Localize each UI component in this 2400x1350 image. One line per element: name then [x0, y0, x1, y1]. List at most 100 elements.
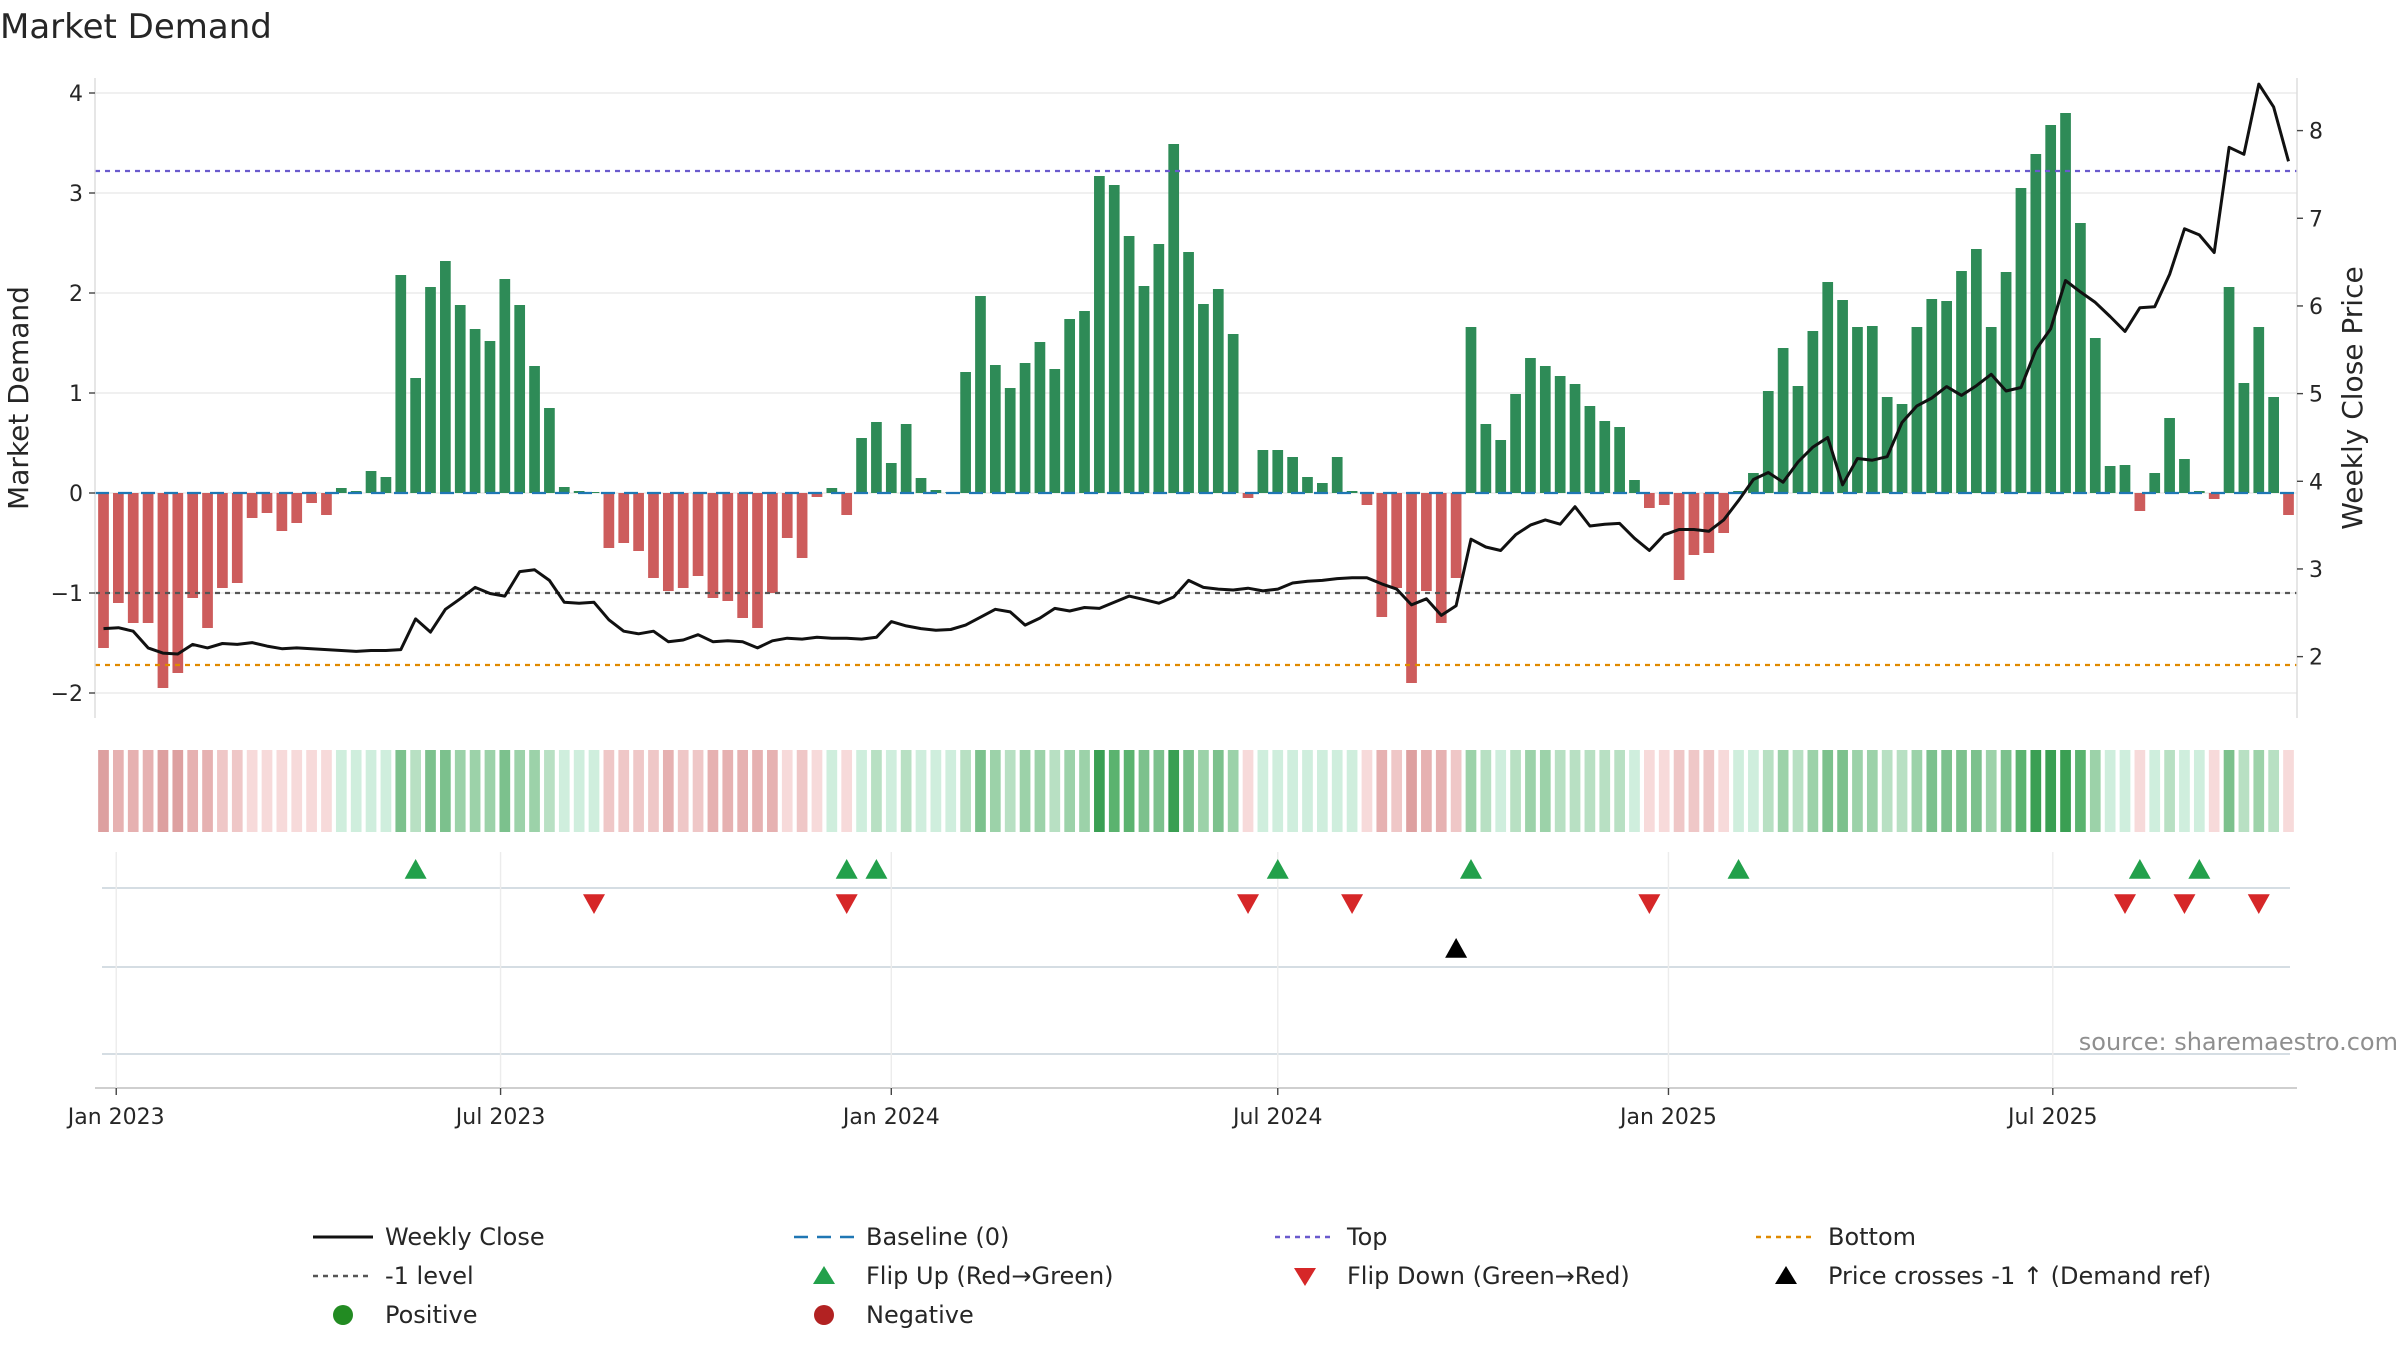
heat-cell — [1421, 750, 1432, 832]
y-tick-label: 0 — [69, 482, 83, 507]
heat-cell — [677, 750, 689, 832]
demand-bar — [1094, 176, 1105, 493]
demand-bar — [915, 478, 927, 493]
flip-up-marker — [1459, 859, 1482, 879]
demand-bar — [113, 493, 124, 603]
chart-title: Market Demand — [0, 7, 272, 47]
demand-bar — [425, 287, 436, 493]
heat-cell — [1837, 750, 1848, 832]
heat-cell — [1525, 750, 1536, 832]
heat-cell — [2208, 750, 2220, 832]
heat-cell — [1569, 750, 1581, 832]
heat-cell — [1302, 750, 1313, 832]
heat-cell — [707, 750, 719, 832]
heat-cell — [454, 750, 466, 832]
heat-cell — [2134, 750, 2146, 832]
y-tick-label: −2 — [51, 682, 83, 707]
demand-bar — [648, 493, 659, 578]
demand-bar — [187, 493, 199, 598]
demand-bar — [291, 493, 303, 523]
demand-bar — [1450, 493, 1462, 578]
y-tick-label: 1 — [69, 382, 83, 407]
demand-bar — [1956, 271, 1967, 493]
heat-cell — [1316, 750, 1328, 832]
demand-bar — [1406, 493, 1417, 683]
heat-cell — [1777, 750, 1789, 832]
demand-bar — [2223, 287, 2235, 493]
axes: −2 −1 0 1 2 3 4 2 3 4 5 6 7 8 Market Demand Weekly Clos… — [2, 78, 2369, 718]
demand-bar — [1391, 493, 1403, 588]
demand-bar — [217, 493, 228, 588]
flip-up-marker — [1266, 859, 1289, 879]
heat-cell — [395, 750, 407, 832]
legend-label: -1 level — [385, 1262, 474, 1290]
y2-tick-label: 4 — [2309, 470, 2323, 495]
heat-cell — [1331, 750, 1343, 832]
demand-bar — [1569, 384, 1581, 493]
heat-cell — [410, 750, 421, 832]
heat-cell — [291, 750, 303, 832]
heat-cell — [633, 750, 644, 832]
heat-cell — [1866, 750, 1878, 832]
demand-bar — [1792, 386, 1804, 493]
heat-cell — [975, 750, 986, 832]
heat-cell — [737, 750, 748, 832]
demand-bar — [826, 488, 838, 493]
demand-bar — [737, 493, 748, 618]
heat-cell — [1346, 750, 1358, 832]
heat-cell — [1554, 750, 1566, 832]
y2-tick-label: 5 — [2309, 383, 2323, 408]
heat-cell — [306, 750, 317, 832]
heat-cell — [1926, 750, 1938, 832]
legend-label: Weekly Close — [385, 1223, 545, 1251]
demand-bar — [1614, 427, 1625, 493]
heat-cell — [2104, 750, 2116, 832]
heat-cell — [276, 750, 288, 832]
y-tick-label: 4 — [69, 82, 83, 107]
demand-bar — [1346, 491, 1358, 493]
demand-bar — [558, 487, 570, 493]
heat-cell — [2283, 750, 2294, 832]
flip-down-marker — [2173, 894, 2196, 914]
heat-cell — [1762, 750, 1774, 832]
demand-bar — [662, 493, 674, 591]
demand-bar — [856, 438, 867, 493]
demand-bar — [1302, 477, 1313, 493]
demand-bar — [1480, 424, 1492, 493]
heat-cell — [856, 750, 867, 832]
demand-bar — [781, 493, 793, 538]
demand-bar — [1198, 304, 1209, 493]
demand-bar — [1718, 493, 1730, 533]
heat-cell — [1391, 750, 1403, 832]
demand-bar — [1361, 493, 1373, 505]
demand-bar — [975, 296, 986, 493]
demand-bar — [544, 408, 555, 493]
heat-cell — [989, 750, 1001, 832]
demand-bar — [1123, 236, 1135, 493]
demand-bar — [1465, 327, 1477, 493]
demand-bar — [811, 493, 823, 497]
heat-cell — [350, 750, 362, 832]
demand-bar — [1688, 493, 1700, 555]
heat-cell — [1138, 750, 1150, 832]
demand-bar — [2104, 466, 2116, 493]
demand-bar — [1257, 450, 1269, 493]
demand-bar — [677, 493, 689, 588]
heat-cell — [2075, 750, 2086, 832]
x-tick-label: Jan 2025 — [1618, 1105, 1717, 1130]
heat-cell — [261, 750, 273, 832]
heat-cell — [558, 750, 570, 832]
legend-icon-triangle-down — [1294, 1268, 1316, 1286]
legend-label: Top — [1346, 1223, 1388, 1251]
demand-bar — [767, 493, 778, 593]
heat-cell — [796, 750, 808, 832]
heat-cell — [945, 750, 957, 832]
heat-cell — [1123, 750, 1135, 832]
heat-cell — [2045, 750, 2057, 832]
heat-cell — [1748, 750, 1759, 832]
demand-bar — [1049, 369, 1061, 493]
demand-bar — [335, 488, 347, 493]
demand-bar — [1644, 493, 1655, 508]
demand-bar — [2134, 493, 2146, 511]
heat-cell — [588, 750, 600, 832]
